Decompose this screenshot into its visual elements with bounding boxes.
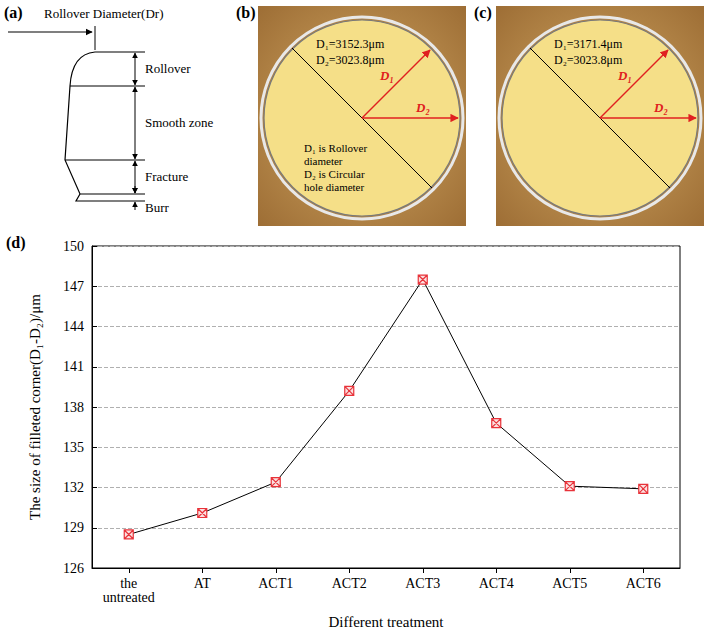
- svg-text:(c): (c): [474, 4, 492, 22]
- svg-text:Fracture: Fracture: [145, 169, 189, 184]
- svg-text:AT: AT: [194, 576, 212, 591]
- html-text:(d): (d): [6, 234, 26, 251]
- svg-text:Smooth zone: Smooth zone: [145, 115, 213, 130]
- svg-text:144: 144: [63, 319, 84, 334]
- svg-text:ACT3: ACT3: [405, 576, 440, 591]
- svg-text:D₂: D₂: [653, 100, 668, 115]
- svg-text:(a): (a): [4, 4, 23, 22]
- svg-text:D₁ is Rollover: D₁ is Rollover: [304, 142, 367, 154]
- svg-text:ACT4: ACT4: [479, 576, 514, 591]
- svg-text:The size of filleted corner(D₁: The size of filleted corner(D₁-D₂)/μm: [27, 294, 44, 520]
- svg-text:ACT6: ACT6: [626, 576, 661, 591]
- svg-text:ACT2: ACT2: [332, 576, 367, 591]
- svg-text:138: 138: [63, 400, 84, 415]
- svg-text:D₂ is Circular: D₂ is Circular: [304, 168, 365, 180]
- svg-text:132: 132: [63, 480, 84, 495]
- svg-text:ACT1: ACT1: [258, 576, 293, 591]
- svg-text:D₁=3152.3μm: D₁=3152.3μm: [316, 37, 385, 51]
- svg-text:141: 141: [63, 359, 84, 374]
- svg-text:the: the: [120, 576, 137, 591]
- svg-text:147: 147: [63, 279, 84, 294]
- svg-text:D₂=3023.8μm: D₂=3023.8μm: [554, 53, 623, 67]
- svg-text:(b): (b): [236, 4, 256, 22]
- svg-text:150: 150: [63, 239, 84, 254]
- svg-text:D₁: D₁: [379, 68, 394, 83]
- svg-text:untreated: untreated: [103, 590, 155, 605]
- svg-text:D₂=3023.8μm: D₂=3023.8μm: [316, 53, 385, 67]
- svg-text:D₁: D₁: [617, 68, 632, 83]
- svg-text:129: 129: [63, 520, 84, 535]
- svg-text:Different treatment: Different treatment: [328, 614, 444, 630]
- svg-text:diameter: diameter: [304, 155, 343, 167]
- svg-text:D₂: D₂: [415, 100, 430, 115]
- svg-text:126: 126: [63, 561, 84, 576]
- svg-text:ACT5: ACT5: [552, 576, 587, 591]
- svg-text:hole diameter: hole diameter: [304, 181, 365, 193]
- svg-text:Rollover Diameter(Dr): Rollover Diameter(Dr): [44, 6, 163, 21]
- svg-text:135: 135: [63, 440, 84, 455]
- svg-text:D₁=3171.4μm: D₁=3171.4μm: [554, 37, 623, 51]
- svg-text:Rollover: Rollover: [145, 61, 191, 76]
- svg-text:Burr: Burr: [145, 200, 170, 215]
